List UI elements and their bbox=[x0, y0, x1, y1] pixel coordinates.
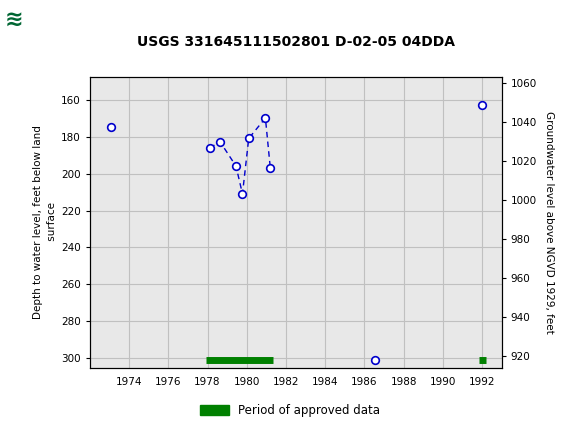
Legend: Period of approved data: Period of approved data bbox=[195, 399, 385, 422]
FancyBboxPatch shape bbox=[5, 3, 48, 37]
Text: USGS: USGS bbox=[30, 10, 90, 30]
Text: USGS 331645111502801 D-02-05 04DDA: USGS 331645111502801 D-02-05 04DDA bbox=[137, 35, 455, 49]
Y-axis label: Depth to water level, feet below land
 surface: Depth to water level, feet below land su… bbox=[33, 126, 57, 319]
Text: ≋: ≋ bbox=[5, 10, 23, 30]
Y-axis label: Groundwater level above NGVD 1929, feet: Groundwater level above NGVD 1929, feet bbox=[544, 111, 554, 334]
